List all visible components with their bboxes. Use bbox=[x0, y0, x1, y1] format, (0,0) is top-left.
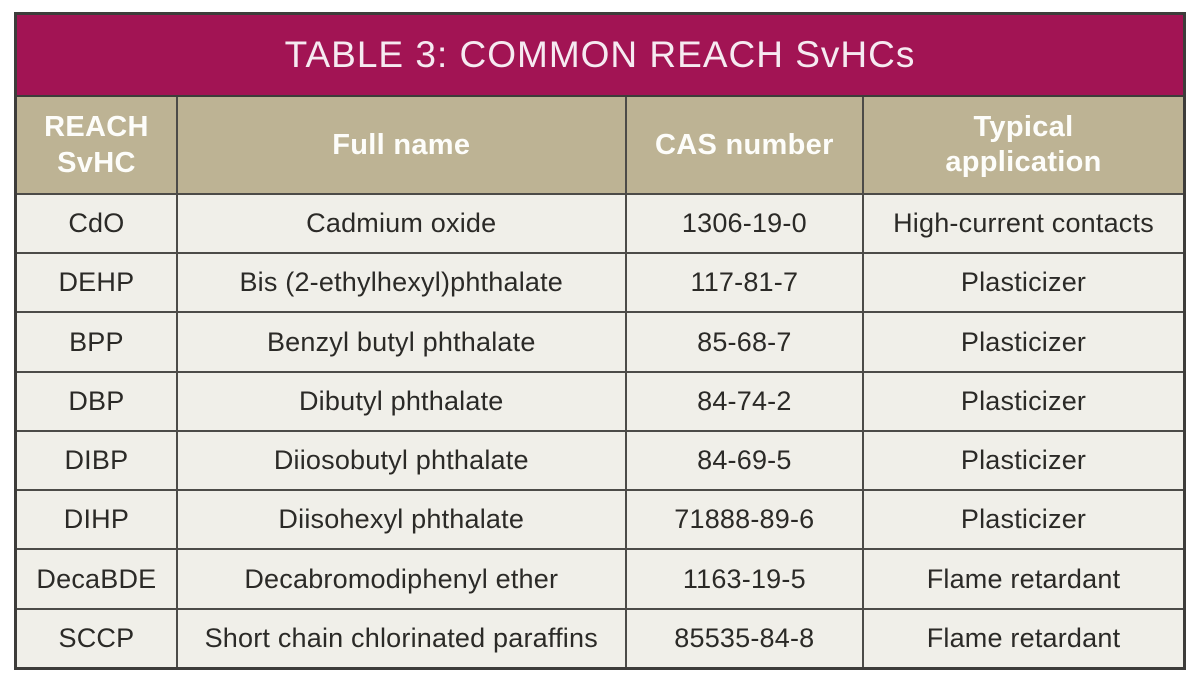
table-row: DIBP Diiosobutyl phthalate 84-69-5 Plast… bbox=[14, 429, 1186, 492]
table-row: BPP Benzyl butyl phthalate 85-68-7 Plast… bbox=[14, 311, 1186, 373]
table-row: DIHP Diisohexyl phthalate 71888-89-6 Pla… bbox=[14, 489, 1186, 551]
cell-svhc: SCCP bbox=[14, 607, 178, 670]
cell-svhc: DIBP bbox=[14, 429, 178, 492]
column-header-label: CAS number bbox=[655, 128, 834, 161]
column-header-label: REACH SvHC bbox=[44, 110, 149, 179]
cell-cas: 84-69-5 bbox=[624, 429, 865, 492]
table-figure: TABLE 3: COMMON REACH SvHCs REACH SvHC F… bbox=[14, 12, 1186, 670]
title-row: TABLE 3: COMMON REACH SvHCs bbox=[14, 12, 1186, 97]
header-row: REACH SvHC Full name CAS number Typical … bbox=[14, 95, 1186, 195]
cell-cas: 71888-89-6 bbox=[624, 489, 865, 551]
cell-full-name: Short chain chlorinated paraffins bbox=[175, 607, 627, 670]
cell-svhc: DIHP bbox=[14, 489, 178, 551]
cell-cas: 1163-19-5 bbox=[624, 548, 865, 610]
table-row: DBP Dibutyl phthalate 84-74-2 Plasticize… bbox=[14, 370, 1186, 432]
cell-application: Plasticizer bbox=[862, 489, 1186, 551]
cell-application: Plasticizer bbox=[862, 311, 1186, 373]
cell-cas: 84-74-2 bbox=[624, 370, 865, 432]
cell-full-name: Benzyl butyl phthalate bbox=[175, 311, 627, 373]
reach-svhc-table: TABLE 3: COMMON REACH SvHCs REACH SvHC F… bbox=[14, 12, 1186, 670]
table-row: CdO Cadmium oxide 1306-19-0 High-current… bbox=[14, 192, 1186, 255]
column-header-label: Full name bbox=[332, 128, 471, 161]
cell-full-name: Dibutyl phthalate bbox=[175, 370, 627, 432]
cell-application: High-current contacts bbox=[862, 192, 1186, 255]
cell-svhc: CdO bbox=[14, 192, 178, 255]
cell-cas: 85-68-7 bbox=[624, 311, 865, 373]
cell-full-name: Decabromodiphenyl ether bbox=[175, 548, 627, 610]
cell-full-name: Cadmium oxide bbox=[175, 192, 627, 255]
column-header-cas-number: CAS number bbox=[624, 95, 865, 195]
cell-full-name: Bis (2-ethylhexyl)phthalate bbox=[175, 252, 627, 314]
cell-svhc: DecaBDE bbox=[14, 548, 178, 610]
table-title: TABLE 3: COMMON REACH SvHCs bbox=[14, 12, 1186, 97]
cell-svhc: DEHP bbox=[14, 252, 178, 314]
table-row: DecaBDE Decabromodiphenyl ether 1163-19-… bbox=[14, 548, 1186, 610]
cell-application: Flame retardant bbox=[862, 548, 1186, 610]
table-row: DEHP Bis (2-ethylhexyl)phthalate 117-81-… bbox=[14, 252, 1186, 314]
cell-cas: 1306-19-0 bbox=[624, 192, 865, 255]
column-header-full-name: Full name bbox=[175, 95, 627, 195]
table-row: SCCP Short chain chlorinated paraffins 8… bbox=[14, 607, 1186, 670]
cell-svhc: DBP bbox=[14, 370, 178, 432]
column-header-label: Typical application bbox=[945, 111, 1102, 178]
cell-svhc: BPP bbox=[14, 311, 178, 373]
column-header-reach-svhc: REACH SvHC bbox=[14, 95, 178, 195]
cell-full-name: Diisohexyl phthalate bbox=[175, 489, 627, 551]
cell-cas: 117-81-7 bbox=[624, 252, 865, 314]
cell-full-name: Diiosobutyl phthalate bbox=[175, 429, 627, 492]
cell-application: Plasticizer bbox=[862, 252, 1186, 314]
cell-application: Plasticizer bbox=[862, 370, 1186, 432]
cell-cas: 85535-84-8 bbox=[624, 607, 865, 670]
cell-application: Plasticizer bbox=[862, 429, 1186, 492]
cell-application: Flame retardant bbox=[862, 607, 1186, 670]
table-body: CdO Cadmium oxide 1306-19-0 High-current… bbox=[14, 192, 1186, 670]
column-header-typical-application: Typical application bbox=[862, 95, 1186, 195]
